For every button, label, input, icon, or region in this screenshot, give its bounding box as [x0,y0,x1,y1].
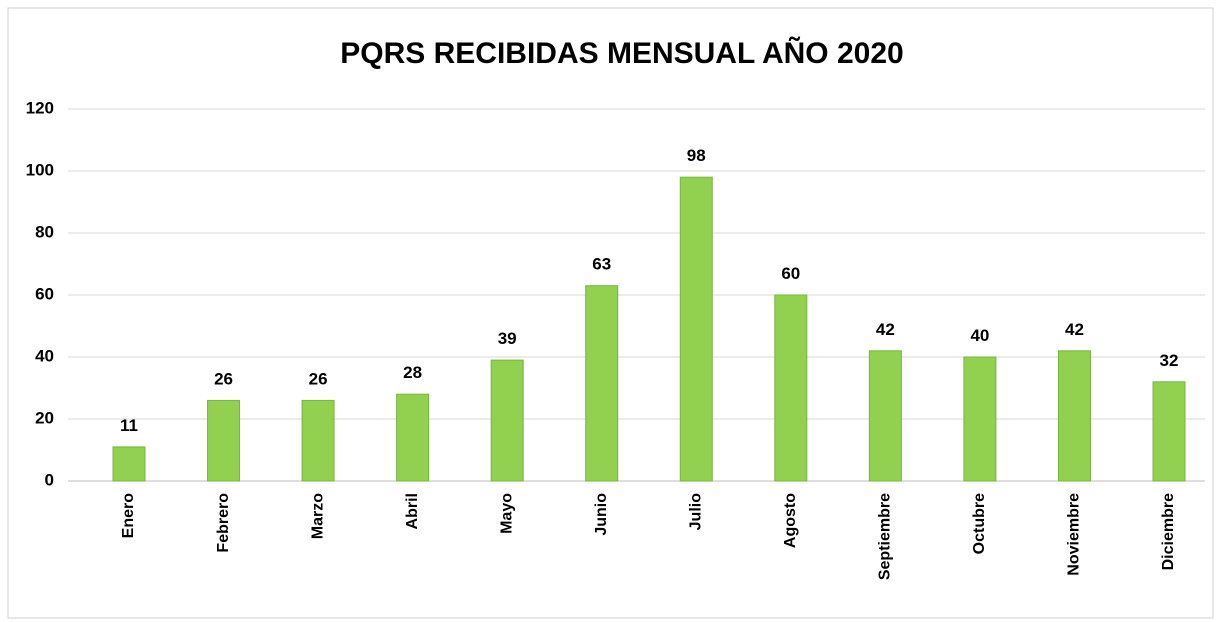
bar [1057,350,1091,482]
y-tick-label: 100 [26,160,54,179]
data-label: 28 [403,363,422,382]
data-label: 42 [876,320,895,339]
data-label: 11 [120,416,138,435]
chart-title: PQRS RECIBIDAS MENSUAL AÑO 2020 [340,36,903,70]
bar [207,399,241,482]
bar [1152,381,1186,482]
data-label: 40 [970,326,989,345]
x-tick-label: Abril [404,493,421,529]
data-label: 26 [309,369,328,388]
data-label: 63 [592,255,611,274]
x-tick-label: Julio [687,493,704,531]
y-tick-label: 120 [26,98,54,117]
x-tick-label: Mayo [498,493,515,534]
bar [585,285,619,482]
bar [963,356,997,482]
x-tick-label: Junio [593,493,610,536]
x-tick-label: Marzo [309,493,326,539]
x-tick-label: Noviembre [1066,493,1083,576]
data-label: 60 [781,264,800,283]
x-tick-label: Septiembre [877,493,894,580]
bar [396,393,430,482]
data-label: 26 [214,369,233,388]
data-label: 42 [1065,320,1084,339]
data-label: 98 [687,146,706,165]
y-tick-label: 0 [45,470,54,489]
bar [112,446,146,482]
data-label: 39 [498,329,517,348]
data-label: 32 [1160,351,1179,370]
x-tick-label: Diciembre [1160,493,1177,570]
bar [868,350,902,482]
y-tick-label: 20 [35,408,54,427]
y-tick-label: 80 [35,222,54,241]
y-tick-label: 40 [35,346,54,365]
x-tick-label: Enero [120,493,137,539]
bar [301,399,335,482]
x-tick-label: Octubre [971,493,988,554]
bar [774,294,808,482]
y-tick-label: 60 [35,284,54,303]
bar [679,176,713,482]
bar [490,359,524,482]
x-tick-label: Agosto [782,493,799,548]
x-tick-label: Febrero [215,493,232,553]
